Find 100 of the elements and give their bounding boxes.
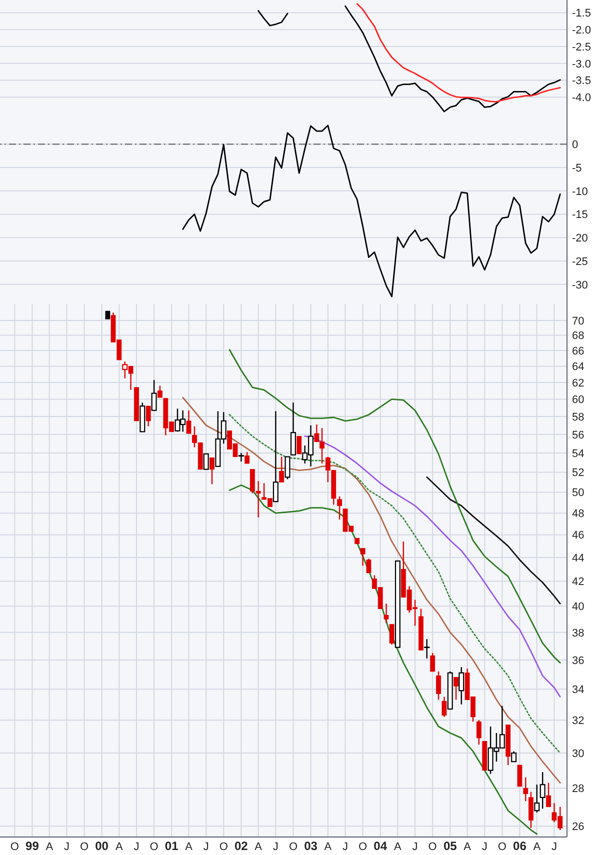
y-tick-label: -3.5	[572, 75, 591, 88]
y-tick-label: 46	[572, 530, 584, 542]
y-tick-label: 54	[572, 448, 584, 460]
candlestick	[296, 436, 302, 455]
y-tick-label: -5	[572, 162, 582, 174]
y-tick-label: 36	[572, 654, 584, 667]
x-tick-label: 02	[234, 839, 248, 853]
x-tick-label: 99	[26, 839, 40, 853]
y-tick-label: 70	[572, 315, 584, 328]
x-tick-label: O	[10, 841, 20, 853]
y-tick-label: 32	[572, 714, 584, 727]
y-tick-label: 42	[572, 576, 584, 588]
x-tick-label: A	[394, 841, 402, 853]
candlestick	[458, 666, 464, 705]
x-tick-label: J	[342, 841, 348, 853]
candlestick	[151, 379, 157, 411]
x-tick-label: O	[288, 841, 298, 853]
line-series	[304, 436, 561, 698]
candlestick	[436, 670, 441, 700]
line-series	[228, 349, 561, 664]
x-tick-label: O	[428, 841, 438, 853]
x-tick-label: 01	[164, 839, 179, 853]
line-series	[356, 3, 561, 103]
candlestick	[203, 453, 209, 470]
y-tick-label: 68	[572, 330, 584, 342]
line-series	[182, 124, 561, 298]
candlestick	[511, 750, 517, 762]
y-tick-label: 58	[572, 411, 584, 424]
y-tick-label: 48	[572, 508, 584, 520]
candlestick	[476, 719, 482, 746]
candlestick	[244, 451, 250, 464]
y-tick-label: -4.0	[572, 92, 591, 104]
x-tick-label: J	[412, 841, 418, 853]
x-tick-label: J	[203, 841, 209, 853]
line-series	[228, 414, 561, 754]
candlestick	[279, 456, 284, 483]
x-tick-label: A	[46, 841, 54, 853]
y-tick-label: 28	[572, 783, 584, 796]
candlestick	[454, 676, 458, 700]
x-tick-label: A	[533, 841, 542, 853]
x-tick-label: O	[498, 841, 507, 853]
candlestick	[366, 558, 372, 574]
x-tick-label: 05	[443, 839, 458, 853]
candlestick	[186, 410, 192, 434]
x-tick-label: O	[358, 841, 368, 853]
candlestick	[523, 776, 528, 802]
candlestick	[442, 696, 447, 718]
y-tick-label: -2.5	[572, 41, 591, 54]
y-tick-label: 0	[572, 139, 578, 152]
x-tick-label: A	[115, 841, 124, 853]
y-tick-label: -10	[572, 186, 588, 198]
y-tick-label: -30	[572, 279, 588, 292]
candlestick	[534, 784, 540, 814]
line-series	[426, 476, 561, 604]
x-tick-label: O	[150, 841, 159, 853]
candlestick	[389, 624, 394, 646]
x-tick-label: 00	[95, 839, 109, 853]
x-tick-label: 03	[304, 839, 318, 853]
y-tick-label: -20	[572, 232, 588, 245]
y-tick-label: 60	[572, 394, 584, 406]
y-tick-label: 26	[572, 820, 584, 833]
candlestick	[210, 457, 214, 485]
x-tick-label: O	[219, 841, 228, 853]
candlestick	[337, 496, 342, 520]
line-series	[182, 396, 561, 784]
candlestick	[528, 791, 534, 829]
candlestick	[384, 603, 389, 624]
x-tick-label: J	[272, 841, 278, 853]
candlestick	[158, 385, 162, 398]
y-tick-label: 30	[572, 748, 584, 760]
candlestick	[517, 764, 522, 788]
candlestick	[146, 405, 151, 427]
candlestick	[360, 548, 366, 566]
y-tick-label: 38	[572, 627, 584, 640]
x-tick-label: A	[464, 841, 472, 853]
candlestick	[546, 782, 551, 808]
candlestick	[290, 402, 296, 456]
candlestick	[430, 652, 436, 672]
y-tick-label: 66	[572, 345, 584, 358]
y-tick-label: 40	[572, 601, 584, 614]
x-tick-label: J	[134, 841, 140, 853]
x-tick-label: 04	[374, 839, 388, 853]
x-tick-label: A	[254, 841, 263, 853]
x-tick-label: J	[64, 841, 70, 853]
candlestick	[272, 410, 278, 502]
x-tick-label: A	[185, 841, 194, 853]
x-tick-label: O	[80, 841, 89, 853]
y-tick-label: 62	[572, 377, 584, 390]
x-tick-label: J	[551, 841, 557, 853]
x-tick-label: A	[324, 841, 332, 853]
x-tick-label: 06	[513, 839, 527, 853]
x-tick-label: J	[482, 841, 488, 853]
y-tick-label: -25	[572, 256, 588, 268]
y-tick-label: 64	[572, 361, 584, 374]
y-tick-label: -1.5	[572, 8, 591, 20]
y-tick-label: 52	[572, 467, 584, 480]
y-tick-label: 56	[572, 429, 584, 442]
y-tick-label: 34	[572, 684, 584, 696]
y-tick-label: -3.0	[572, 58, 591, 70]
candlestick	[284, 456, 290, 480]
